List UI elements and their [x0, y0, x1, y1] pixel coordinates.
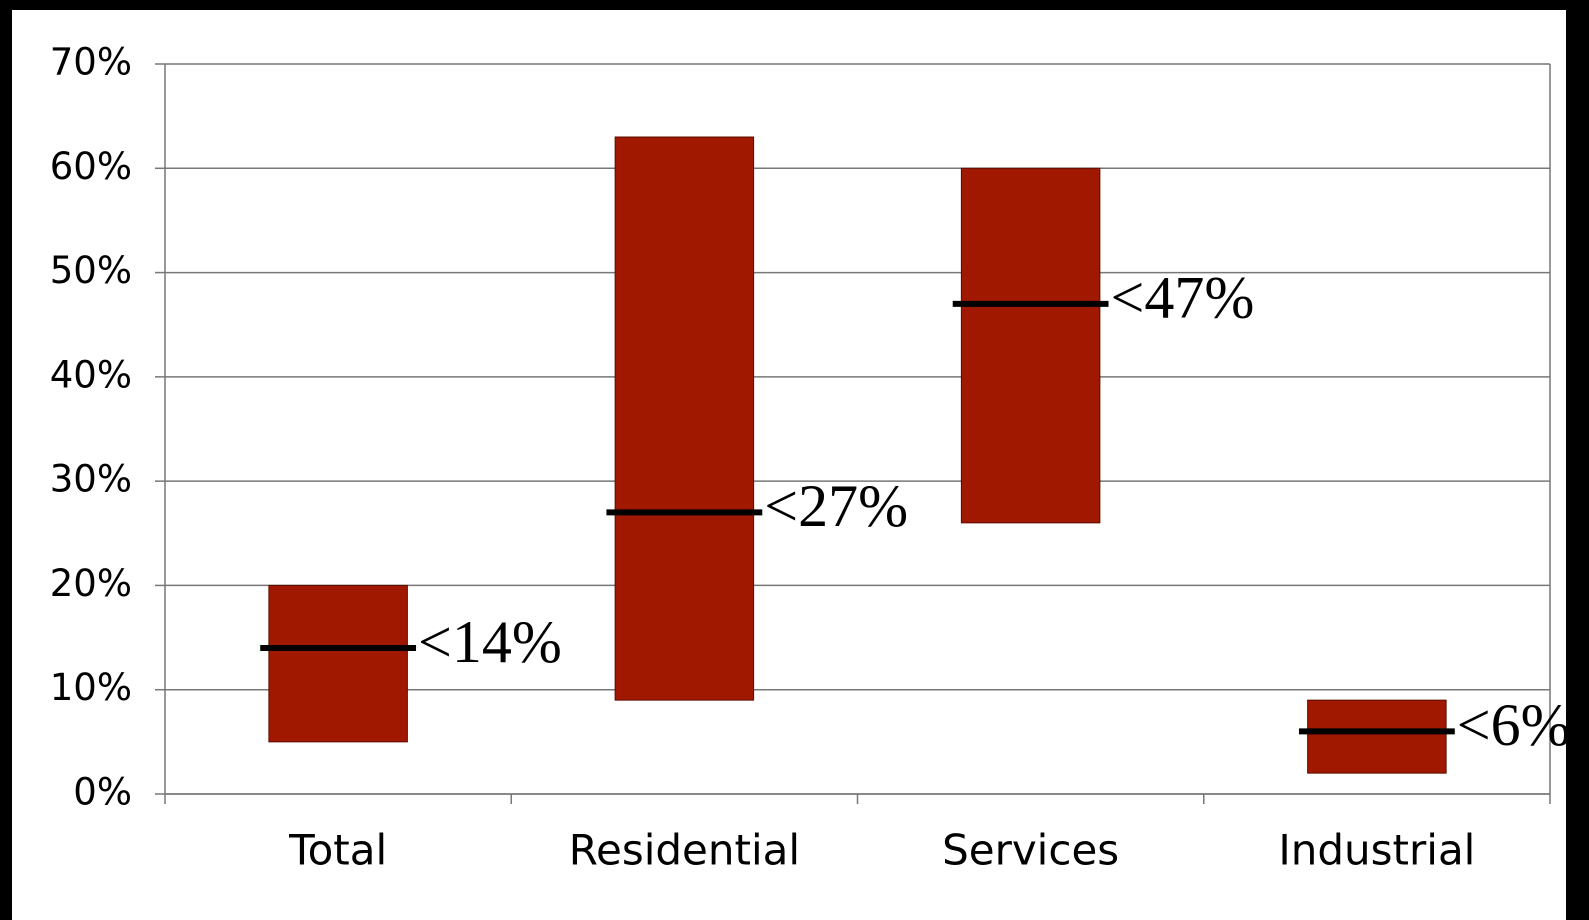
y-tick-label: 60% [50, 145, 132, 188]
y-tick-label: 0% [73, 771, 132, 814]
range-bar [268, 584, 408, 743]
y-tick-label: 30% [50, 458, 132, 501]
value-label: <27% [764, 473, 908, 539]
x-tick-label: Residential [569, 826, 800, 875]
y-tick-label: 40% [50, 353, 132, 396]
value-label: <14% [418, 609, 562, 675]
y-tick-label: 70% [50, 41, 132, 84]
y-tick-label: 10% [50, 666, 132, 709]
x-tick-label: Total [288, 826, 387, 875]
x-tick-label: Services [942, 826, 1119, 875]
value-label: <6% [1457, 692, 1571, 758]
value-label: <47% [1111, 265, 1255, 331]
range-bar [960, 167, 1101, 524]
range-bar [614, 136, 755, 701]
x-tick-label: Industrial [1278, 826, 1475, 875]
range-bar [1307, 699, 1447, 774]
chart-background [12, 10, 1566, 920]
y-tick-label: 20% [50, 562, 132, 605]
y-tick-label: 50% [50, 249, 132, 292]
